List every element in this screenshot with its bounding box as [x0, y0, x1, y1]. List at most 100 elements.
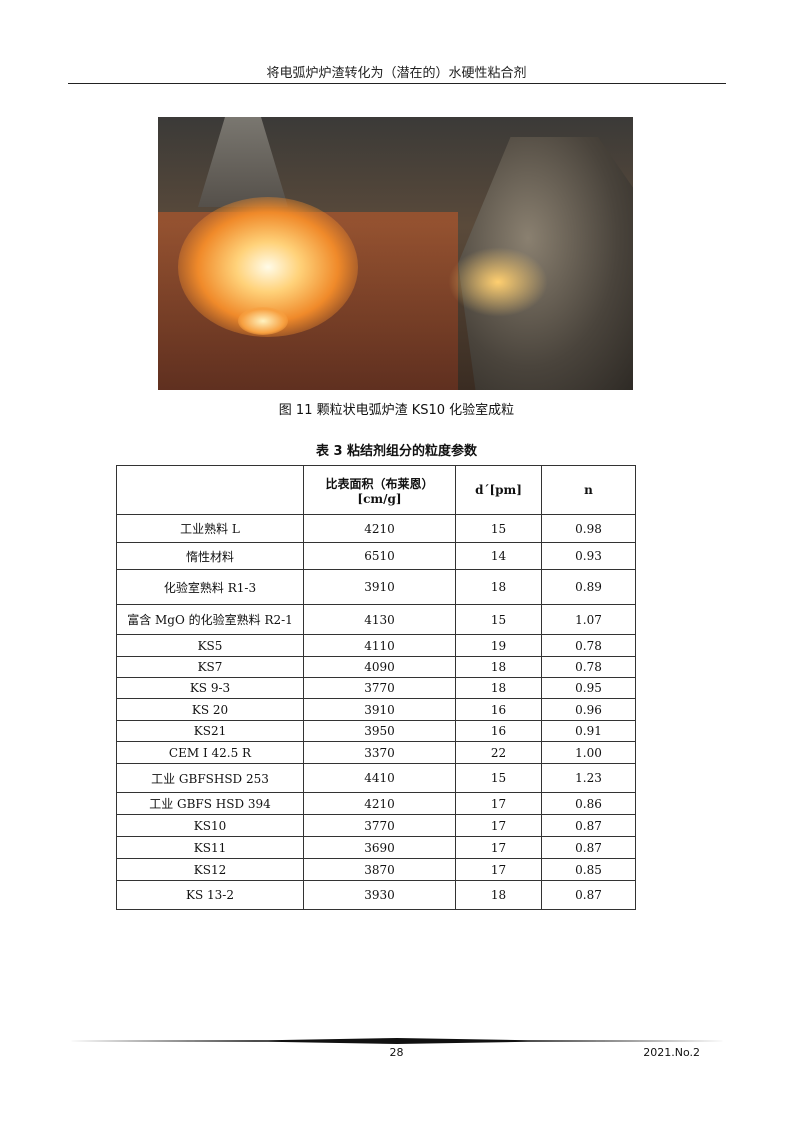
- cell-surface-area: 3690: [303, 836, 456, 859]
- header-cell-surface: 比表面积（布莱恩） [cm/g]: [303, 465, 456, 515]
- furnace-photo: [158, 117, 633, 390]
- cell-surface-area: 3870: [303, 858, 456, 881]
- table-row: 工业 GBFS HSD 394 4210 17 0.86: [116, 792, 636, 815]
- cell-material: KS 13-2: [116, 880, 304, 910]
- cell-n: 1.23: [541, 763, 636, 793]
- header-surface-label: 比表面积（布莱恩）: [325, 476, 434, 491]
- cell-n: 0.87: [541, 814, 636, 837]
- cell-surface-area: 3370: [303, 741, 456, 764]
- cell-d: 14: [455, 542, 542, 570]
- header-cell-name: [116, 465, 304, 515]
- cell-surface-area: 3910: [303, 698, 456, 721]
- header-cell-n: n: [541, 465, 636, 515]
- header-surface-unit: [cm/g]: [357, 491, 402, 506]
- cell-material: 工业 GBFS HSD 394: [116, 792, 304, 815]
- cell-material: 惰性材料: [116, 542, 304, 570]
- molten-slag: [238, 307, 288, 335]
- table-row: 富含 MgO 的化验室熟料 R2-1 4130 15 1.07: [116, 604, 636, 635]
- cell-surface-area: 4410: [303, 763, 456, 793]
- cell-n: 0.91: [541, 720, 636, 742]
- cell-surface-area: 4110: [303, 634, 456, 657]
- cell-n: 0.89: [541, 569, 636, 605]
- cell-material: KS12: [116, 858, 304, 881]
- cell-surface-area: 6510: [303, 542, 456, 570]
- table-row: KS 13-2 3930 18 0.87: [116, 880, 636, 910]
- cell-material: 工业 GBFSHSD 253: [116, 763, 304, 793]
- cell-d: 16: [455, 720, 542, 742]
- cell-n: 0.87: [541, 836, 636, 859]
- figure-caption: 图 11 颗粒状电弧炉渣 KS10 化验室成粒: [278, 403, 515, 418]
- cell-n: 0.96: [541, 698, 636, 721]
- cell-surface-area: 4130: [303, 604, 456, 635]
- table-row: KS21 3950 16 0.91: [116, 720, 636, 742]
- cell-n: 0.98: [541, 514, 636, 543]
- cell-d: 15: [455, 604, 542, 635]
- cell-n: 1.07: [541, 604, 636, 635]
- cell-material: KS5: [116, 634, 304, 657]
- table-row: 工业 GBFSHSD 253 4410 15 1.23: [116, 763, 636, 793]
- cell-material: KS 9-3: [116, 677, 304, 699]
- cell-d: 18: [455, 569, 542, 605]
- table-row: KS 9-3 3770 18 0.95: [116, 677, 636, 699]
- cell-d: 17: [455, 858, 542, 881]
- page-number: 28: [389, 1046, 404, 1059]
- exhaust-hood: [198, 117, 288, 207]
- sparks: [448, 247, 548, 317]
- cell-d: 15: [455, 514, 542, 543]
- cell-material: 富含 MgO 的化验室熟料 R2-1: [116, 604, 304, 635]
- cell-surface-area: 4210: [303, 792, 456, 815]
- cell-surface-area: 3910: [303, 569, 456, 605]
- cell-n: 0.87: [541, 880, 636, 910]
- cell-d: 15: [455, 763, 542, 793]
- cell-n: 0.86: [541, 792, 636, 815]
- cell-d: 17: [455, 792, 542, 815]
- issue-label: 2021.No.2: [643, 1046, 700, 1059]
- table-row: 惰性材料 6510 14 0.93: [116, 542, 636, 570]
- cell-material: 化验室熟料 R1-3: [116, 569, 304, 605]
- cell-material: CEM I 42.5 R: [116, 741, 304, 764]
- cell-material: KS7: [116, 656, 304, 678]
- running-header: 将电弧炉炉渣转化为（潜在的）水硬性粘合剂: [266, 66, 527, 81]
- table-row: KS7 4090 18 0.78: [116, 656, 636, 678]
- table-row: CEM I 42.5 R 3370 22 1.00: [116, 741, 636, 764]
- cell-d: 22: [455, 741, 542, 764]
- header-cell-d: d´[pm]: [455, 465, 542, 515]
- cell-d: 16: [455, 698, 542, 721]
- cell-surface-area: 3950: [303, 720, 456, 742]
- cell-d: 18: [455, 677, 542, 699]
- cell-surface-area: 3770: [303, 677, 456, 699]
- cell-n: 0.95: [541, 677, 636, 699]
- cell-material: KS10: [116, 814, 304, 837]
- table-title: 表 3 粘结剂组分的粒度参数: [315, 444, 478, 459]
- cell-material: KS11: [116, 836, 304, 859]
- cell-n: 1.00: [541, 741, 636, 764]
- cell-material: KS 20: [116, 698, 304, 721]
- table-row: 化验室熟料 R1-3 3910 18 0.89: [116, 569, 636, 605]
- footer-rule: [68, 1038, 726, 1044]
- cell-n: 0.78: [541, 656, 636, 678]
- cell-d: 19: [455, 634, 542, 657]
- cell-n: 0.78: [541, 634, 636, 657]
- cell-d: 17: [455, 836, 542, 859]
- cell-material: 工业熟料 L: [116, 514, 304, 543]
- cell-surface-area: 3930: [303, 880, 456, 910]
- header-rule: [68, 83, 726, 84]
- granularity-table: 比表面积（布莱恩） [cm/g] d´[pm] n 工业熟料 L 4210 15 0.9…: [116, 465, 636, 910]
- cell-d: 18: [455, 656, 542, 678]
- table-row: 工业熟料 L 4210 15 0.98: [116, 514, 636, 543]
- table-row: KS11 3690 17 0.87: [116, 836, 636, 859]
- table-row: KS 20 3910 16 0.96: [116, 698, 636, 721]
- table-row: KS12 3870 17 0.85: [116, 858, 636, 881]
- cell-surface-area: 4090: [303, 656, 456, 678]
- table-row: KS10 3770 17 0.87: [116, 814, 636, 837]
- table-row: KS5 4110 19 0.78: [116, 634, 636, 657]
- cell-d: 18: [455, 880, 542, 910]
- cell-surface-area: 3770: [303, 814, 456, 837]
- cell-n: 0.93: [541, 542, 636, 570]
- cell-n: 0.85: [541, 858, 636, 881]
- table-header-row: 比表面积（布莱恩） [cm/g] d´[pm] n: [116, 465, 636, 515]
- cell-surface-area: 4210: [303, 514, 456, 543]
- cell-d: 17: [455, 814, 542, 837]
- cell-material: KS21: [116, 720, 304, 742]
